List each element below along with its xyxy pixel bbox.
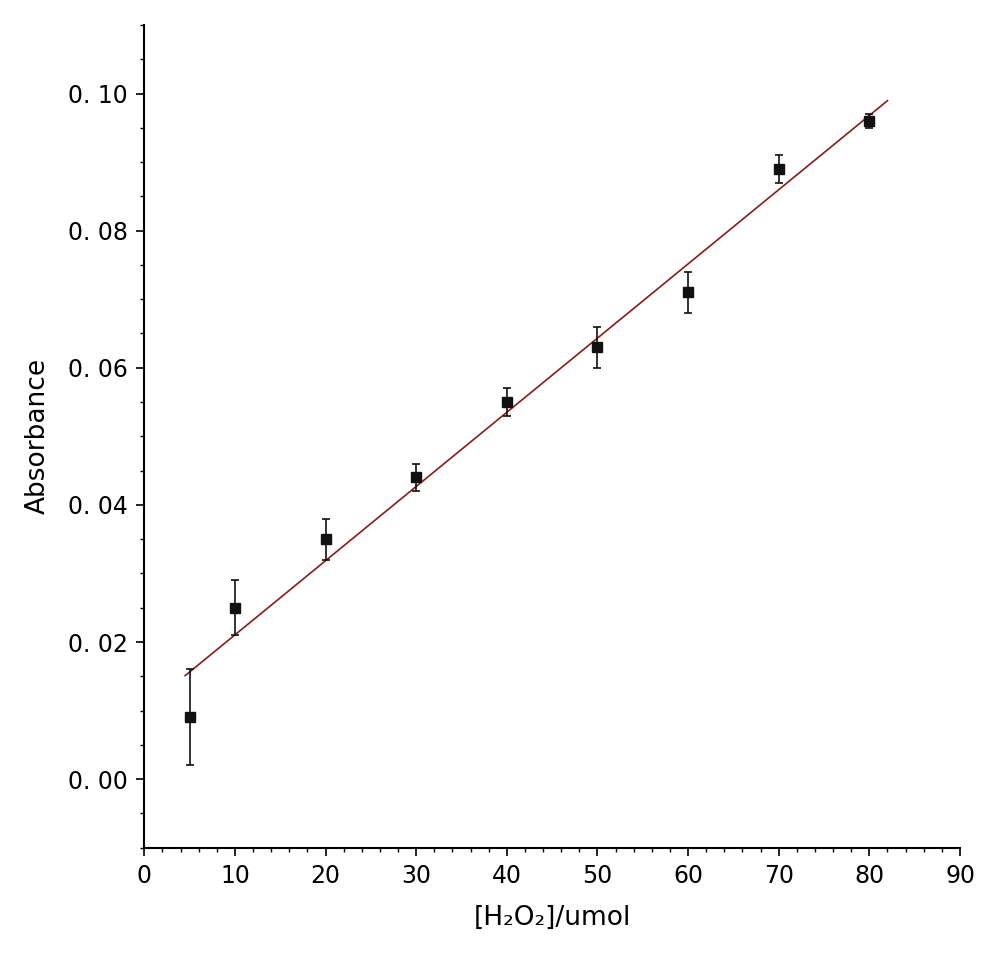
X-axis label: [H₂O₂]/umol: [H₂O₂]/umol <box>473 905 631 931</box>
Y-axis label: Absorbance: Absorbance <box>25 358 51 514</box>
